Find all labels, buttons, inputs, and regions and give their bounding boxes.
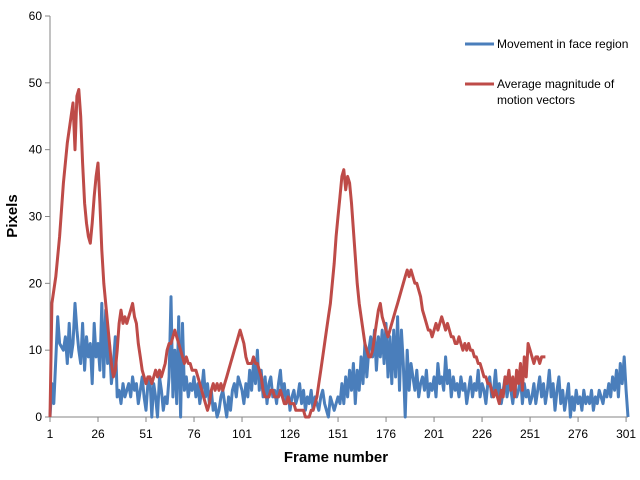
series-lines [48,88,630,419]
y-tick-label: 40 [29,143,43,157]
legend-label-1-line-1: Average magnitude of [497,77,615,91]
y-axis-title: Pixels [4,194,21,237]
series-line-1 [48,88,546,419]
tick-marks [45,15,627,422]
y-tick-label: 20 [29,276,43,290]
x-tick-label: 151 [328,427,348,441]
y-tick-label: 50 [29,76,43,90]
x-tick-label: 226 [472,427,492,441]
x-tick-label: 301 [616,427,636,441]
y-tick-label: 30 [29,210,43,224]
x-tick-label: 176 [376,427,396,441]
x-tick-label: 251 [520,427,540,441]
legend-label-1: Average magnitude of motion vectors [497,77,618,107]
x-tick-label: 126 [280,427,300,441]
y-tick-label: 0 [35,410,42,424]
x-tick-label: 201 [424,427,444,441]
x-tick-label: 1 [47,427,54,441]
y-tick-label: 60 [29,9,43,23]
x-tick-label: 76 [187,427,201,441]
x-tick-label: 26 [91,427,105,441]
x-tick-label: 276 [568,427,588,441]
legend: Movement in face region Average magnitud… [465,37,628,107]
y-tick-label: 10 [29,343,43,357]
legend-label-0: Movement in face region [497,37,628,51]
legend-label-1-line-2: motion vectors [497,93,575,107]
x-tick-label: 101 [232,427,252,441]
x-tick-label: 51 [139,427,153,441]
x-axis-title: Frame number [284,449,388,466]
